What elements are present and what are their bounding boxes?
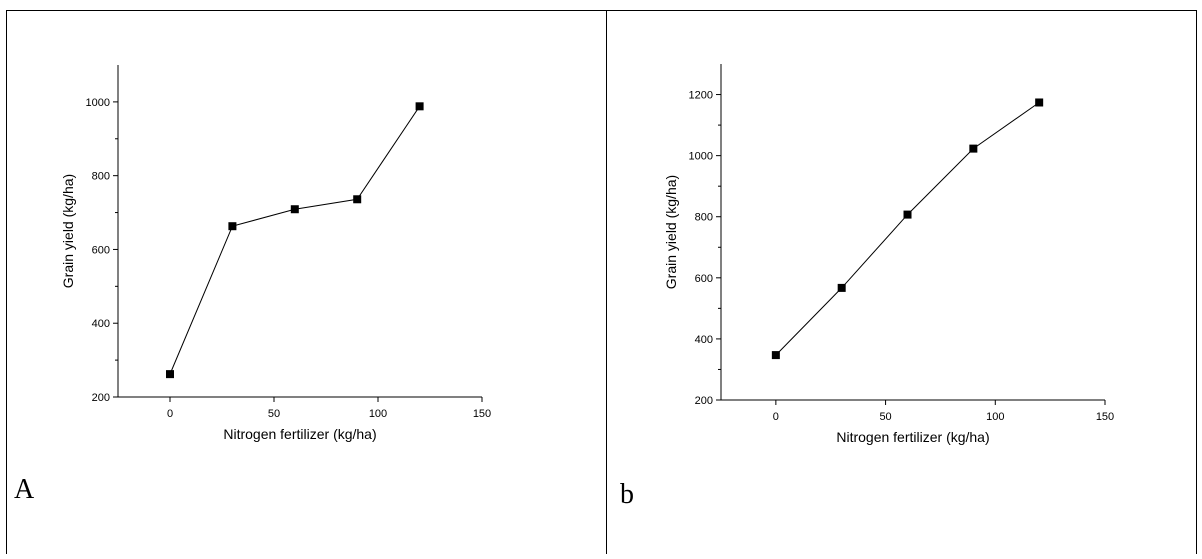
data-point [353, 195, 362, 204]
frame [6, 10, 1197, 559]
data-line [775, 102, 1040, 356]
x-tick-label: 50 [268, 408, 280, 420]
x-axis-label: Nitrogen fertilizer (kg/ha) [836, 429, 989, 445]
y-tick-label: 800 [92, 171, 110, 183]
data-point [903, 210, 912, 219]
x-tick-label: 100 [986, 411, 1004, 423]
x-axis-label: Nitrogen fertilizer (kg/ha) [223, 426, 376, 442]
y-tick-label: 600 [92, 244, 110, 256]
data-point [771, 351, 780, 360]
y-tick-label: 400 [92, 318, 110, 330]
x-tick-label: 0 [167, 408, 173, 420]
x-tick-label: 150 [1096, 411, 1114, 423]
x-tick-label: 100 [369, 408, 387, 420]
y-tick-label: 1000 [689, 151, 713, 163]
data-point [290, 205, 299, 214]
panel-label: b [620, 479, 634, 510]
y-tick-label: 1200 [689, 90, 713, 102]
data-line [169, 106, 421, 375]
y-tick-label: 800 [695, 212, 713, 224]
data-point [837, 283, 846, 292]
data-point [969, 144, 978, 153]
y-tick-label: 200 [92, 392, 110, 404]
data-point [1035, 98, 1044, 107]
panel-label: A [14, 474, 35, 505]
y-axis-label: Grain yield (kg/ha) [60, 174, 76, 288]
y-tick-label: 600 [695, 273, 713, 285]
y-axis-label: Grain yield (kg/ha) [663, 175, 679, 289]
data-point [415, 102, 424, 111]
y-tick-label: 400 [695, 334, 713, 346]
x-tick-label: 150 [473, 408, 491, 420]
x-tick-label: 0 [773, 411, 779, 423]
x-tick-label: 50 [879, 411, 891, 423]
data-point [166, 370, 174, 379]
y-tick-label: 200 [695, 395, 713, 407]
data-point [228, 222, 237, 231]
y-tick-label: 1000 [86, 97, 110, 109]
